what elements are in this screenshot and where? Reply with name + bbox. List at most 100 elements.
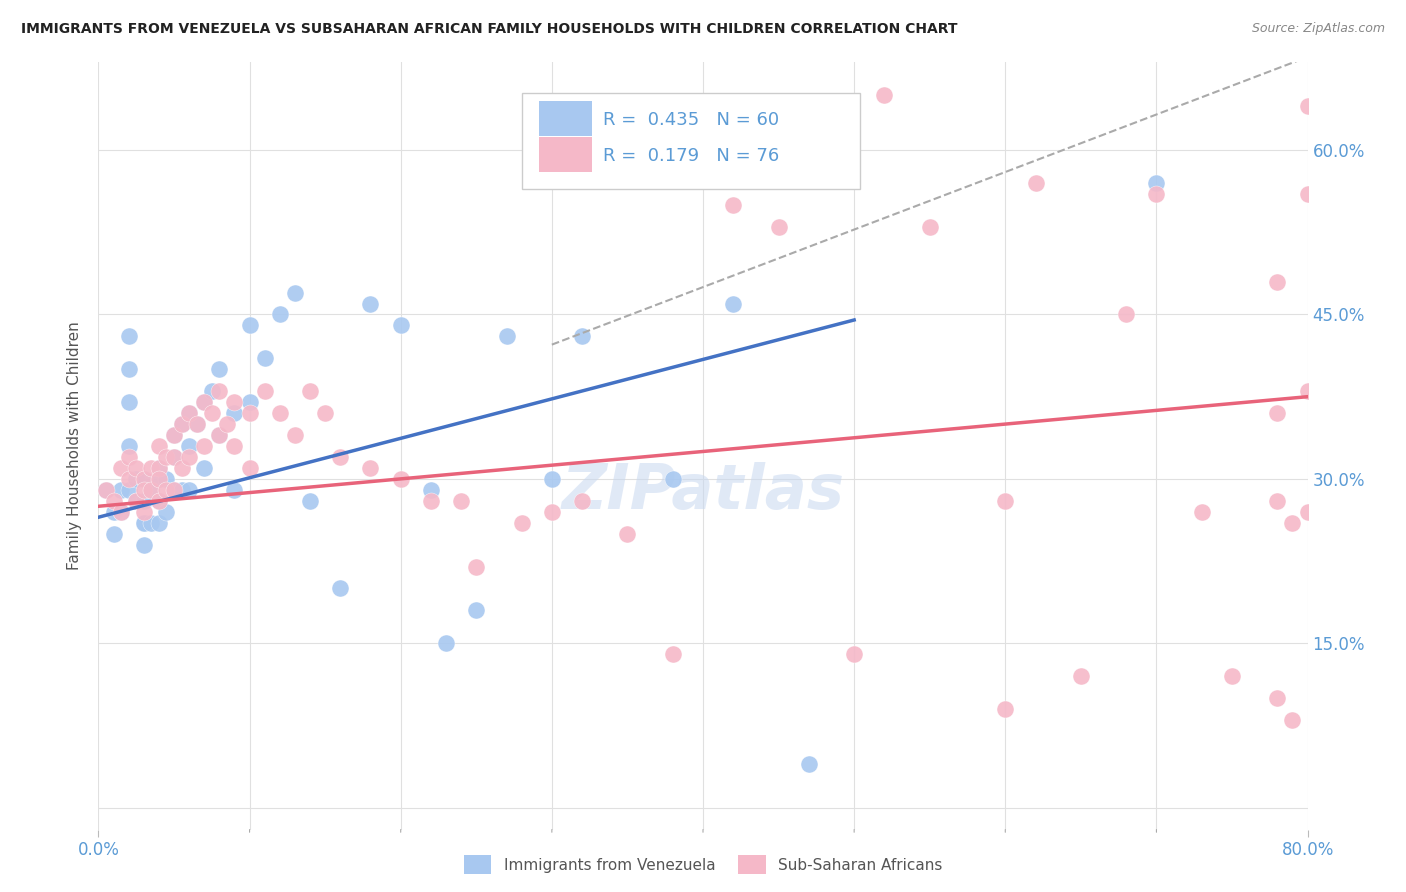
Point	[118, 362, 141, 376]
Point	[208, 428, 231, 442]
Point	[208, 428, 231, 442]
Point	[125, 493, 148, 508]
Point	[163, 483, 186, 497]
Point	[201, 406, 224, 420]
Text: ZIPatlas: ZIPatlas	[561, 462, 845, 522]
Point	[389, 472, 412, 486]
Point	[141, 483, 163, 497]
Point	[179, 483, 201, 497]
Point	[125, 461, 148, 475]
Point	[103, 526, 125, 541]
Point	[994, 493, 1017, 508]
Point	[420, 493, 443, 508]
Point	[1296, 505, 1319, 519]
Point	[1144, 186, 1167, 201]
Point	[495, 329, 517, 343]
Point	[186, 417, 208, 431]
Text: Source: ZipAtlas.com: Source: ZipAtlas.com	[1251, 22, 1385, 36]
Point	[155, 450, 177, 464]
Point	[103, 505, 125, 519]
Point	[125, 493, 148, 508]
Point	[193, 395, 215, 409]
Point	[510, 516, 533, 530]
Point	[253, 384, 276, 399]
Point	[186, 417, 208, 431]
Point	[661, 647, 683, 661]
Point	[1267, 275, 1289, 289]
Point	[1115, 308, 1137, 322]
Legend: Immigrants from Venezuela, Sub-Saharan Africans: Immigrants from Venezuela, Sub-Saharan A…	[458, 849, 948, 880]
Point	[193, 395, 215, 409]
Point	[284, 285, 307, 300]
Point	[148, 472, 170, 486]
Point	[208, 384, 231, 399]
Point	[239, 395, 262, 409]
Point	[132, 483, 155, 497]
Point	[170, 461, 193, 475]
Point	[571, 493, 593, 508]
Point	[163, 428, 186, 442]
Point	[110, 505, 132, 519]
Point	[1296, 384, 1319, 399]
Point	[253, 351, 276, 366]
Point	[723, 198, 745, 212]
Point	[118, 439, 141, 453]
Point	[616, 526, 638, 541]
Point	[179, 406, 201, 420]
Point	[1267, 406, 1289, 420]
Point	[215, 417, 238, 431]
Point	[155, 472, 177, 486]
Text: R =  0.435   N = 60: R = 0.435 N = 60	[603, 111, 779, 129]
Point	[148, 472, 170, 486]
Point	[1070, 669, 1092, 683]
Point	[1267, 493, 1289, 508]
Point	[420, 483, 443, 497]
Point	[360, 296, 382, 310]
Point	[132, 538, 155, 552]
Point	[179, 439, 201, 453]
Point	[1296, 99, 1319, 113]
FancyBboxPatch shape	[538, 136, 592, 172]
Point	[163, 428, 186, 442]
Point	[1220, 669, 1243, 683]
Point	[201, 384, 224, 399]
Point	[1144, 176, 1167, 190]
Point	[540, 505, 562, 519]
Point	[299, 493, 322, 508]
Point	[155, 483, 177, 497]
Point	[723, 296, 745, 310]
Point	[148, 461, 170, 475]
Point	[170, 417, 193, 431]
Point	[132, 516, 155, 530]
Point	[94, 483, 117, 497]
Point	[224, 395, 246, 409]
Point	[360, 461, 382, 475]
Point	[103, 493, 125, 508]
Point	[873, 88, 896, 103]
Point	[118, 329, 141, 343]
Point	[163, 450, 186, 464]
Point	[110, 483, 132, 497]
Point	[269, 406, 291, 420]
Text: R =  0.179   N = 76: R = 0.179 N = 76	[603, 147, 779, 165]
Point	[314, 406, 336, 420]
Point	[179, 406, 201, 420]
Point	[918, 219, 941, 234]
Point	[329, 582, 352, 596]
Point	[110, 505, 132, 519]
Point	[465, 559, 488, 574]
Point	[125, 472, 148, 486]
Point	[239, 318, 262, 333]
Point	[110, 461, 132, 475]
Point	[208, 362, 231, 376]
Point	[299, 384, 322, 399]
Point	[132, 505, 155, 519]
Point	[132, 472, 155, 486]
Point	[193, 461, 215, 475]
Point	[163, 450, 186, 464]
Y-axis label: Family Households with Children: Family Households with Children	[67, 322, 83, 570]
Point	[768, 219, 790, 234]
Point	[132, 493, 155, 508]
Point	[450, 493, 472, 508]
FancyBboxPatch shape	[522, 93, 860, 189]
